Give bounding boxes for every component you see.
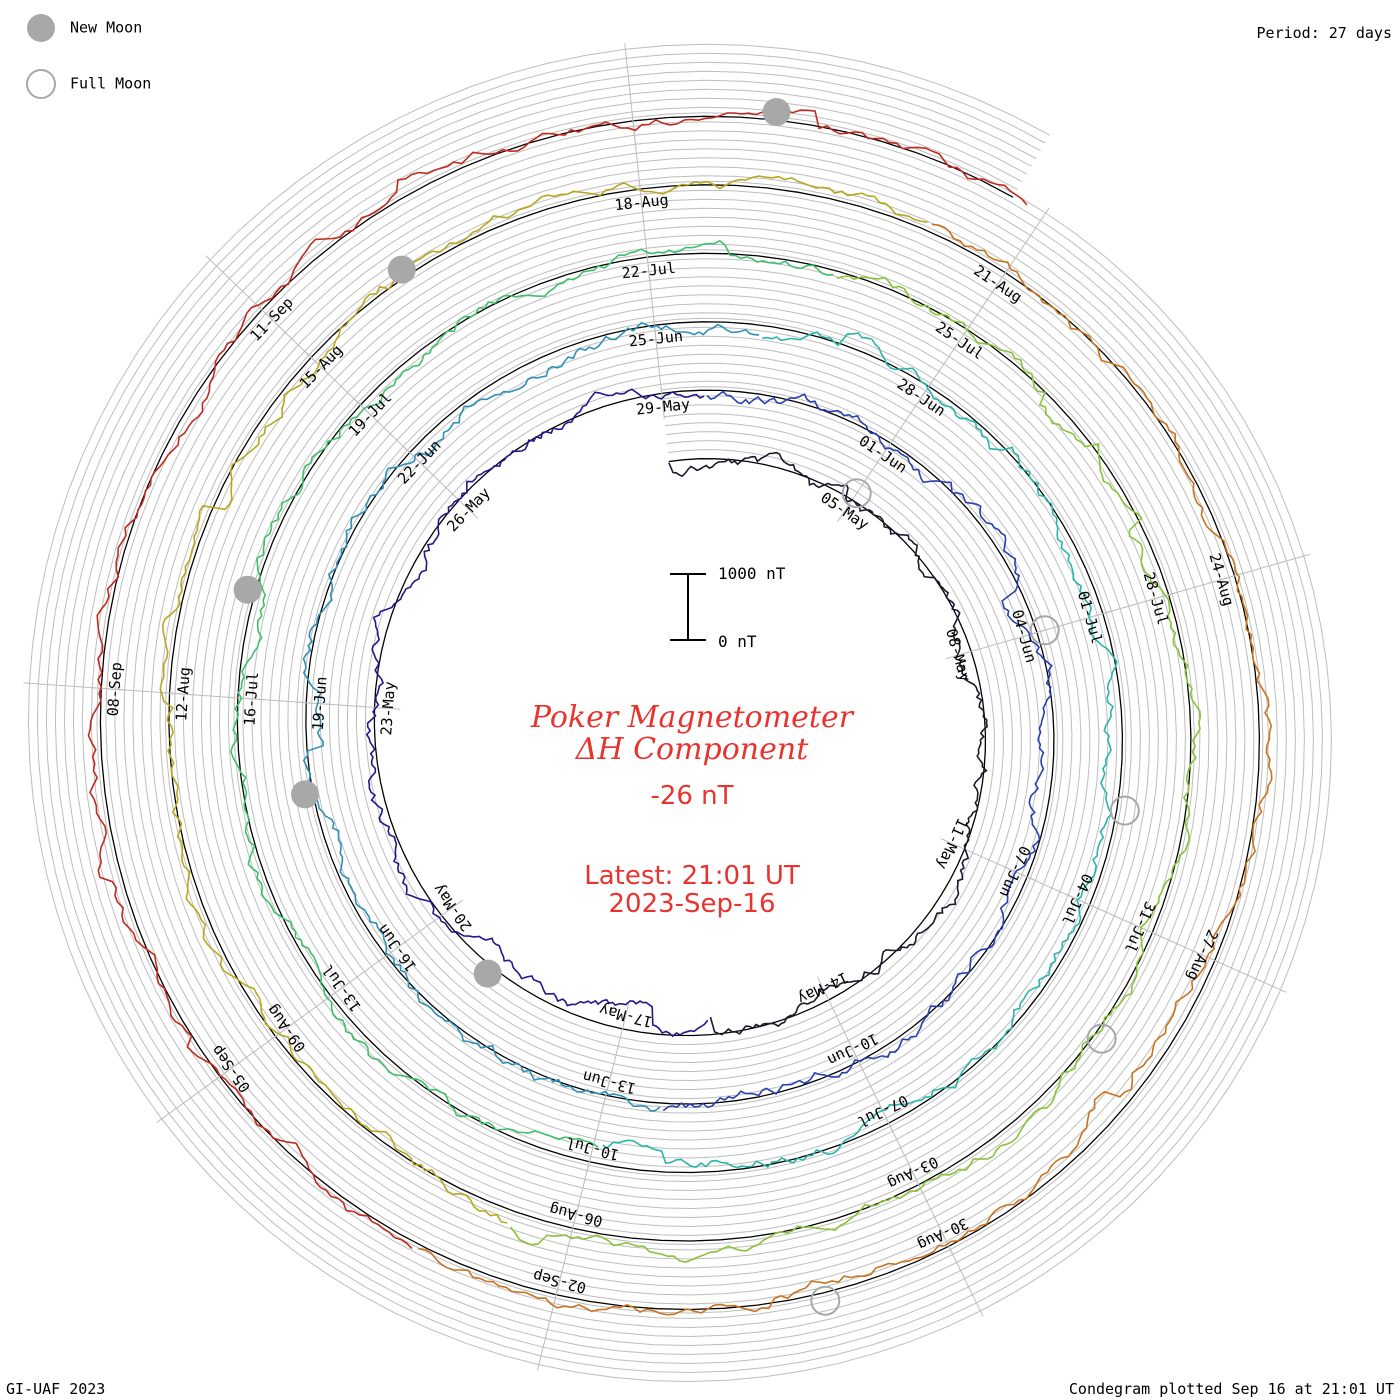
grid-line — [45, 61, 1314, 1365]
date-label: 30-Aug — [915, 1214, 972, 1254]
spoke-line — [1209, 553, 1310, 584]
date-label: 07-Jun — [996, 843, 1034, 900]
chart-title-line1: Poker Magnetometer — [530, 700, 855, 735]
series-line — [159, 175, 928, 1224]
date-label: 08-May — [942, 627, 974, 684]
grid-line — [81, 97, 1278, 1329]
date-label: 16-Jul — [240, 671, 262, 726]
date-label: 27-Aug — [1183, 927, 1221, 984]
full-moon-marker — [810, 1285, 841, 1316]
series-line — [662, 390, 1053, 1112]
date-label: 22-Jul — [621, 259, 677, 283]
footer-plotted: Condegram plotted Sep 16 at 21:01 UT — [1069, 1380, 1394, 1398]
data-series — [87, 109, 1273, 1316]
latest-time: Latest: 21:01 UT — [584, 861, 800, 891]
baseline-spiral — [99, 115, 1261, 1311]
full-moon-icon — [26, 69, 56, 99]
spoke-line — [156, 1060, 242, 1123]
grid-line — [90, 106, 1269, 1320]
date-label: 04-Jul — [1058, 871, 1096, 928]
footer-credit: GI-UAF 2023 — [6, 1380, 105, 1398]
full-moon-legend-label: Full Moon — [70, 75, 151, 93]
latest-date: 2023-Sep-16 — [608, 889, 775, 919]
spoke-line — [205, 255, 281, 329]
scale-top-label: 1000 nT — [718, 564, 786, 583]
full-moon-marker — [1109, 795, 1140, 826]
full-moon-marker — [1029, 615, 1060, 646]
date-label: 29-May — [635, 395, 691, 419]
spoke-line — [536, 1269, 563, 1371]
series-line — [668, 451, 989, 1036]
new-moon-marker — [387, 255, 416, 284]
spoke-line — [23, 682, 128, 691]
series-line — [302, 321, 760, 1112]
new-moon-marker — [233, 575, 262, 604]
grid-line — [63, 79, 1296, 1347]
date-label: 08-Sep — [104, 662, 126, 717]
grid-line — [72, 88, 1287, 1338]
new-moon-marker — [291, 780, 320, 809]
full-moon-marker — [841, 478, 872, 509]
new-moon-legend-label: New Moon — [70, 19, 142, 37]
series-line — [365, 388, 709, 1038]
radial-grid — [27, 43, 1332, 1383]
date-label: 03-Aug — [885, 1153, 942, 1193]
period-label: Period: 27 days — [1257, 24, 1392, 42]
spoke-line — [990, 207, 1050, 295]
new-moon-icon — [27, 14, 55, 42]
date-label: 31-Jul — [1121, 899, 1159, 956]
date-label: 18-Aug — [614, 191, 670, 215]
spoke-line — [936, 1222, 984, 1317]
full-moon-marker — [1086, 1023, 1117, 1054]
date-label: 07-Jul — [855, 1091, 912, 1131]
date-label: 25-Jun — [628, 327, 684, 351]
new-moon-marker — [762, 98, 791, 127]
series-line — [87, 109, 1028, 1250]
scale-bottom-label: 0 nT — [718, 632, 757, 651]
date-label: 19-Jun — [309, 676, 331, 731]
series-line — [230, 239, 834, 1148]
date-label: 23-May — [377, 681, 399, 736]
scale-bar — [670, 573, 706, 641]
grid-line — [36, 52, 1323, 1374]
new-moon-marker — [473, 959, 502, 988]
current-value: -26 nT — [650, 781, 733, 811]
series-line — [510, 275, 1202, 1263]
date-label: 12-Aug — [172, 666, 194, 721]
moon-markers — [233, 98, 1140, 1316]
chart-title-line2: ΔH Component — [575, 732, 809, 767]
series-line — [418, 223, 1273, 1316]
grid-line — [54, 70, 1305, 1356]
